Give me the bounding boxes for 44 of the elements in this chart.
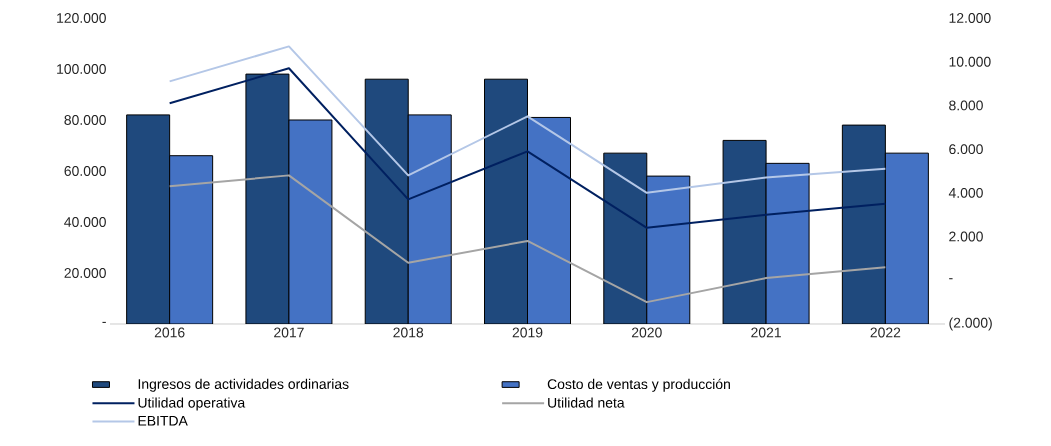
bar xyxy=(364,78,409,324)
y-tick-label: 40.000 xyxy=(64,217,106,227)
x-tick-label: 2017 xyxy=(274,327,304,338)
y-tick-label: 80.000 xyxy=(64,115,106,125)
bar xyxy=(765,162,810,324)
bar xyxy=(169,155,214,324)
y2-tick-label: (2.000) xyxy=(949,317,992,331)
y-tick-label: 100.000 xyxy=(57,64,106,74)
y2-tick-label: - xyxy=(949,278,953,280)
bar xyxy=(646,175,691,324)
legend-label: Utilidad neta xyxy=(548,397,625,408)
x-tick-label: 2021 xyxy=(751,327,781,338)
y2-tick-label: 8.000 xyxy=(949,100,983,111)
y-tick-label: 20.000 xyxy=(64,268,106,278)
x-tick-label: 2022 xyxy=(870,327,901,338)
legend-label: EBITDA xyxy=(138,415,188,426)
bar xyxy=(722,139,767,324)
line-series xyxy=(168,174,887,304)
y-tick-label: 120.000 xyxy=(57,13,106,23)
y2-tick-label: 12.000 xyxy=(949,13,991,23)
y2-tick-label: 2.000 xyxy=(949,231,983,242)
legend-label: Costo de ventas y producción xyxy=(547,378,730,392)
x-tick-label: 2016 xyxy=(154,327,185,338)
x-tick-label: 2020 xyxy=(631,327,662,338)
bar xyxy=(527,116,571,324)
x-tick-label: 2018 xyxy=(393,327,424,338)
bar xyxy=(126,114,171,324)
bar xyxy=(884,152,929,324)
y-tick-label: - xyxy=(102,321,106,323)
bar xyxy=(288,119,333,324)
x-tick-label: 2019 xyxy=(512,327,543,338)
bar xyxy=(603,152,648,324)
bar xyxy=(484,78,528,324)
bar xyxy=(407,114,452,324)
line-series xyxy=(168,67,887,229)
legend-label: Ingresos de actividades ordinarias xyxy=(138,378,349,392)
y2-tick-label: 6.000 xyxy=(949,144,983,155)
y2-tick-label: 4.000 xyxy=(948,187,983,198)
legend-label: Utilidad operativa xyxy=(138,397,246,411)
y2-tick-label: 10.000 xyxy=(949,56,991,67)
bar xyxy=(841,124,886,324)
y-tick-label: 60.000 xyxy=(64,166,106,176)
bar xyxy=(245,73,290,324)
line-series xyxy=(168,45,887,194)
